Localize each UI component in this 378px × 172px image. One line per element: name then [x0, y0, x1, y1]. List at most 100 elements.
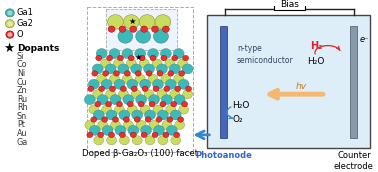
Circle shape — [128, 125, 139, 135]
Text: Ni: Ni — [17, 69, 25, 78]
Circle shape — [136, 95, 147, 105]
Circle shape — [179, 71, 184, 76]
Circle shape — [141, 125, 152, 135]
Circle shape — [105, 101, 112, 107]
Text: Cu: Cu — [17, 78, 28, 87]
Circle shape — [153, 125, 164, 135]
Circle shape — [130, 132, 136, 138]
Circle shape — [135, 74, 145, 83]
Circle shape — [172, 55, 178, 61]
Circle shape — [134, 117, 140, 122]
Circle shape — [160, 101, 166, 107]
Text: Au: Au — [17, 129, 27, 138]
Circle shape — [122, 74, 132, 83]
Bar — [220, 25, 227, 138]
Circle shape — [175, 86, 181, 92]
Circle shape — [98, 120, 108, 130]
Circle shape — [123, 95, 134, 105]
Circle shape — [182, 64, 193, 74]
Circle shape — [178, 117, 184, 122]
Circle shape — [123, 117, 129, 122]
Circle shape — [138, 101, 144, 107]
Circle shape — [160, 49, 171, 58]
Circle shape — [88, 79, 99, 89]
Circle shape — [169, 64, 180, 74]
Circle shape — [166, 105, 176, 114]
Circle shape — [178, 79, 189, 89]
Text: H₂O: H₂O — [232, 101, 249, 110]
Text: O: O — [17, 30, 23, 39]
Circle shape — [5, 20, 14, 28]
Circle shape — [96, 49, 107, 58]
Circle shape — [105, 64, 116, 74]
Circle shape — [107, 55, 113, 61]
Circle shape — [153, 86, 159, 92]
Circle shape — [126, 59, 136, 68]
Text: O₂: O₂ — [232, 115, 243, 124]
Text: Rh: Rh — [17, 103, 27, 112]
Circle shape — [97, 74, 107, 83]
Circle shape — [113, 59, 123, 68]
Circle shape — [182, 101, 187, 107]
Circle shape — [152, 59, 162, 68]
Circle shape — [5, 9, 14, 17]
Circle shape — [119, 26, 126, 32]
Circle shape — [149, 101, 155, 107]
Circle shape — [145, 110, 155, 120]
Circle shape — [105, 90, 116, 99]
Circle shape — [108, 15, 123, 29]
Circle shape — [141, 26, 147, 32]
Text: ★: ★ — [3, 42, 14, 55]
Circle shape — [130, 26, 137, 32]
Circle shape — [175, 120, 184, 130]
Circle shape — [102, 117, 108, 122]
Circle shape — [93, 110, 104, 120]
Circle shape — [95, 101, 101, 107]
Circle shape — [108, 26, 115, 32]
Circle shape — [118, 55, 123, 61]
Circle shape — [149, 95, 160, 105]
Circle shape — [147, 49, 158, 58]
Circle shape — [102, 105, 112, 114]
Text: ★: ★ — [135, 53, 142, 62]
Circle shape — [183, 90, 192, 99]
Circle shape — [109, 49, 120, 58]
Circle shape — [155, 15, 171, 29]
Circle shape — [110, 95, 121, 105]
Circle shape — [119, 110, 130, 120]
Text: Sn: Sn — [17, 112, 27, 121]
Circle shape — [122, 49, 133, 58]
Text: Photoanode: Photoanode — [195, 151, 252, 160]
Circle shape — [163, 26, 169, 32]
Circle shape — [119, 132, 125, 138]
Circle shape — [132, 110, 143, 120]
Text: hv: hv — [296, 82, 307, 91]
Circle shape — [153, 105, 163, 114]
Circle shape — [110, 86, 116, 92]
Circle shape — [153, 30, 168, 43]
Circle shape — [6, 31, 14, 38]
Circle shape — [85, 120, 95, 130]
Circle shape — [174, 95, 185, 105]
Bar — [207, 15, 370, 148]
Circle shape — [156, 64, 167, 74]
Circle shape — [110, 74, 119, 83]
Text: Zn: Zn — [17, 86, 27, 95]
Circle shape — [162, 120, 172, 130]
Circle shape — [119, 136, 129, 145]
Circle shape — [148, 74, 158, 83]
Circle shape — [88, 86, 94, 92]
Circle shape — [171, 136, 181, 145]
Text: Ga1: Ga1 — [17, 8, 34, 17]
Circle shape — [115, 125, 126, 135]
Circle shape — [111, 120, 121, 130]
Circle shape — [167, 117, 173, 122]
Circle shape — [107, 136, 116, 145]
Text: Co: Co — [17, 60, 28, 69]
Circle shape — [170, 110, 181, 120]
Circle shape — [113, 117, 118, 122]
Circle shape — [102, 125, 113, 135]
Circle shape — [108, 132, 115, 138]
Circle shape — [141, 132, 147, 138]
Circle shape — [101, 59, 111, 68]
